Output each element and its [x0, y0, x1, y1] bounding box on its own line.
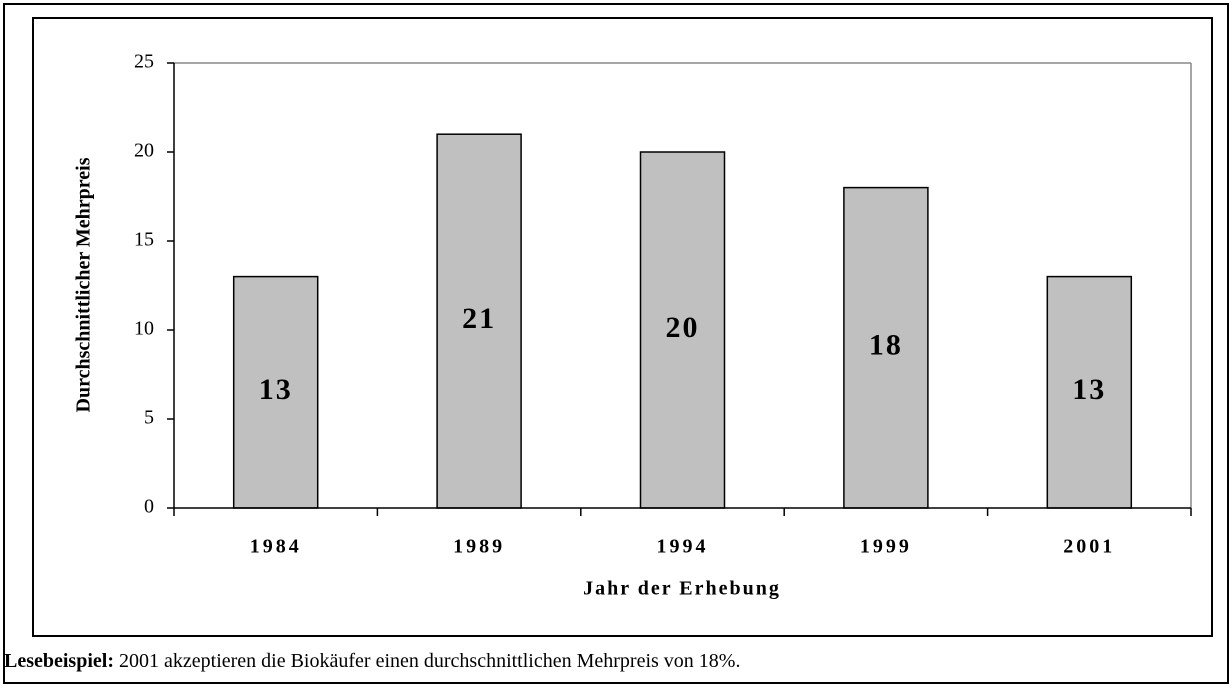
bar: [639, 151, 726, 509]
bar: [436, 133, 522, 509]
y-tick-label: 20: [134, 140, 154, 162]
caption-text: 2001 akzeptieren die Biokäufer einen dur…: [119, 650, 741, 672]
x-tick-label: 2001: [1063, 536, 1115, 558]
y-tick-label: 10: [134, 318, 154, 340]
y-tick-label: 0: [144, 496, 154, 518]
x-tick-label: 1999: [860, 536, 912, 558]
x-axis-label: Jahr der Erhebung: [583, 578, 781, 600]
data-label: 21: [462, 302, 496, 335]
bar: [843, 186, 929, 509]
x-tick-label: 1989: [453, 536, 505, 558]
chart-frame: [32, 17, 1213, 637]
x-tick-label: 1994: [657, 536, 709, 558]
data-label: 13: [259, 373, 293, 406]
frame: [3, 3, 1229, 684]
bar: [1046, 275, 1133, 509]
caption: Lesebeispiel: 2001 akzeptieren die Biokä…: [4, 650, 740, 673]
data-label: 18: [869, 329, 903, 362]
y-tick-label: 5: [144, 407, 154, 429]
x-tick-label: 1984: [250, 536, 302, 558]
y-tick-label: 15: [134, 229, 154, 251]
data-label: 13: [1072, 373, 1106, 406]
caption-label: Lesebeispiel:: [4, 650, 114, 672]
y-tick-label: 25: [134, 51, 154, 73]
data-label: 20: [666, 311, 700, 344]
y-axis-label: Durchschnittlicher Mehrpreis: [73, 157, 95, 412]
